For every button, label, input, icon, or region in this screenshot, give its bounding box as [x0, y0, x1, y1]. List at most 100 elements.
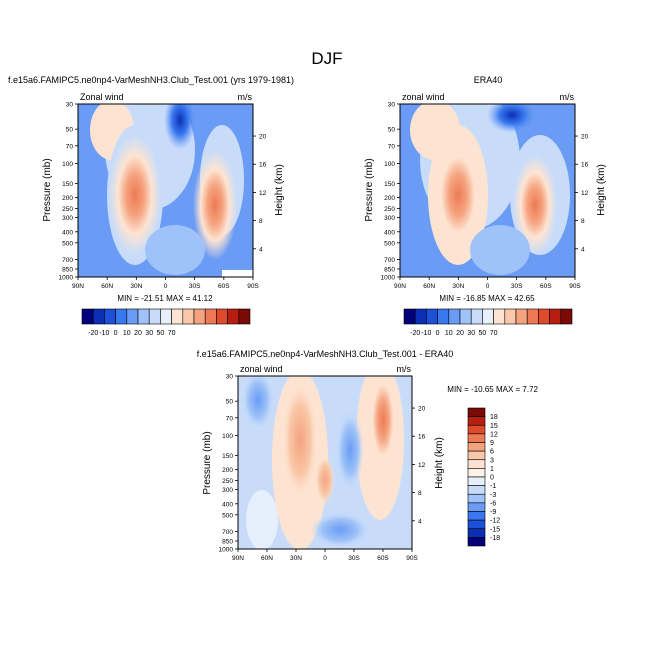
model-y-axis-label: Pressure (mb) — [42, 158, 53, 221]
colorbar-label: 50 — [157, 330, 165, 337]
obs-panel-units: m/s — [560, 92, 575, 102]
colorbar-swatch — [560, 308, 573, 325]
colorbar-swatch — [137, 308, 150, 325]
y-tick-label: 150 — [62, 181, 73, 188]
colorbar-label: -3 — [490, 492, 496, 499]
colorbar-label: -10 — [421, 330, 431, 337]
colorbar-label: -20 — [88, 330, 98, 337]
y-tick-label: 30 — [66, 102, 74, 109]
colorbar-swatch — [526, 308, 539, 325]
colorbar-swatch — [467, 493, 486, 504]
x-tick-label: 30S — [189, 283, 201, 290]
y-tick-label: 850 — [384, 266, 395, 273]
colorbar-label: 0 — [114, 330, 118, 337]
colorbar-swatch — [238, 308, 251, 325]
colorbar-swatch — [160, 308, 172, 325]
y2-tick-label: 8 — [259, 218, 263, 225]
y-tick-label: 400 — [222, 501, 233, 508]
colorbar-swatch — [467, 519, 486, 530]
colorbar-label: 10 — [123, 330, 131, 337]
model-y2-axis-label: Height (km) — [274, 164, 285, 216]
x-tick-label: 90S — [406, 555, 418, 562]
y2-tick-label: 20 — [581, 134, 589, 141]
model-panel-left-label: Zonal wind — [80, 92, 124, 102]
colorbar-swatch — [549, 308, 562, 325]
y-tick-label: 200 — [222, 467, 233, 474]
y-tick-label: 300 — [62, 215, 73, 222]
y2-tick-label: 4 — [259, 246, 263, 253]
colorbar-swatch — [467, 528, 486, 538]
y-tick-label: 850 — [222, 538, 233, 545]
x-tick-label: 90N — [232, 555, 244, 562]
y-tick-label: 150 — [384, 181, 395, 188]
diff-contour-field — [238, 376, 412, 549]
model-stats: MIN = -21.51 MAX = 41.12 — [117, 294, 213, 303]
colorbar-swatch — [467, 450, 486, 461]
obs-panel-left-label: zonal wind — [402, 92, 445, 102]
colorbar-swatch — [467, 468, 486, 478]
y2-tick-label: 4 — [581, 246, 585, 253]
y-tick-label: 500 — [62, 240, 73, 247]
x-tick-label: 90N — [72, 283, 84, 290]
y-tick-label: 400 — [384, 229, 395, 236]
colorbar-label: 30 — [145, 330, 153, 337]
colorbar-label: -10 — [99, 330, 109, 337]
y-tick-label: 250 — [62, 206, 73, 213]
colorbar-label: 0 — [436, 330, 440, 337]
diff-panel-left-label: zonal wind — [240, 364, 283, 374]
colorbar-label: 9 — [490, 440, 494, 447]
diff-stats: MIN = -10.65 MAX = 7.72 — [447, 385, 538, 394]
x-tick-label: 30N — [290, 555, 302, 562]
colorbar-swatch — [193, 308, 206, 325]
y-tick-label: 500 — [384, 240, 395, 247]
x-tick-label: 60N — [261, 555, 273, 562]
y-tick-label: 70 — [388, 143, 396, 150]
y-tick-label: 300 — [222, 487, 233, 494]
colorbar-swatch — [104, 308, 116, 325]
y2-tick-label: 12 — [259, 190, 267, 197]
colorbar-label: 15 — [490, 423, 498, 430]
colorbar-swatch — [426, 308, 438, 325]
colorbar-swatch — [467, 459, 486, 469]
y-tick-label: 1000 — [381, 275, 396, 282]
obs-y-axis-label: Pressure (mb) — [364, 158, 375, 221]
diff-y2-axis-label: Height (km) — [434, 437, 445, 489]
y-tick-label: 150 — [222, 453, 233, 460]
y2-tick-label: 16 — [259, 162, 267, 169]
obs-colorbar: -20 -10 0 10 20 30 50 70 — [403, 308, 573, 337]
colorbar-swatch — [467, 424, 486, 435]
y-tick-label: 300 — [384, 215, 395, 222]
colorbar-swatch — [182, 308, 195, 325]
colorbar-label: 70 — [490, 330, 498, 337]
diff-panel-units: m/s — [397, 364, 412, 374]
diff-y-ticks: 30 50 70 100 150 200 250 300 400 500 700 850 1000 20 1… — [219, 374, 426, 563]
x-tick-label: 30N — [452, 283, 464, 290]
colorbar-label: -9 — [490, 509, 496, 516]
colorbar-label: 20 — [134, 330, 142, 337]
y-tick-label: 850 — [62, 266, 73, 273]
colorbar-swatch — [467, 407, 486, 417]
y2-tick-label: 20 — [418, 406, 426, 413]
colorbar-swatch — [126, 308, 139, 325]
y-tick-label: 100 — [384, 161, 395, 168]
colorbar-label: 0 — [490, 475, 494, 482]
y-tick-label: 700 — [62, 257, 73, 264]
colorbar-swatch — [467, 537, 486, 547]
obs-y-ticks: 30 50 70 100 150 200 250 300 400 500 700 850 1000 20 1… — [381, 102, 589, 291]
obs-contour-field — [400, 104, 575, 277]
colorbar-swatch — [459, 308, 472, 325]
colorbar-label: -18 — [490, 535, 500, 542]
y-tick-label: 1000 — [59, 275, 74, 282]
y2-tick-label: 4 — [418, 518, 422, 525]
colorbar-swatch — [504, 308, 517, 325]
model-panel: Zonal wind m/s Pressure (mb) Height (km)… — [42, 92, 285, 303]
colorbar-swatch — [470, 308, 483, 325]
colorbar-label: -20 — [410, 330, 420, 337]
x-tick-label: 30S — [511, 283, 523, 290]
x-tick-label: 60N — [423, 283, 435, 290]
y-tick-label: 1000 — [219, 547, 234, 554]
y-tick-label: 100 — [62, 161, 73, 168]
colorbar-swatch — [493, 308, 506, 325]
colorbar-swatch — [227, 308, 240, 325]
